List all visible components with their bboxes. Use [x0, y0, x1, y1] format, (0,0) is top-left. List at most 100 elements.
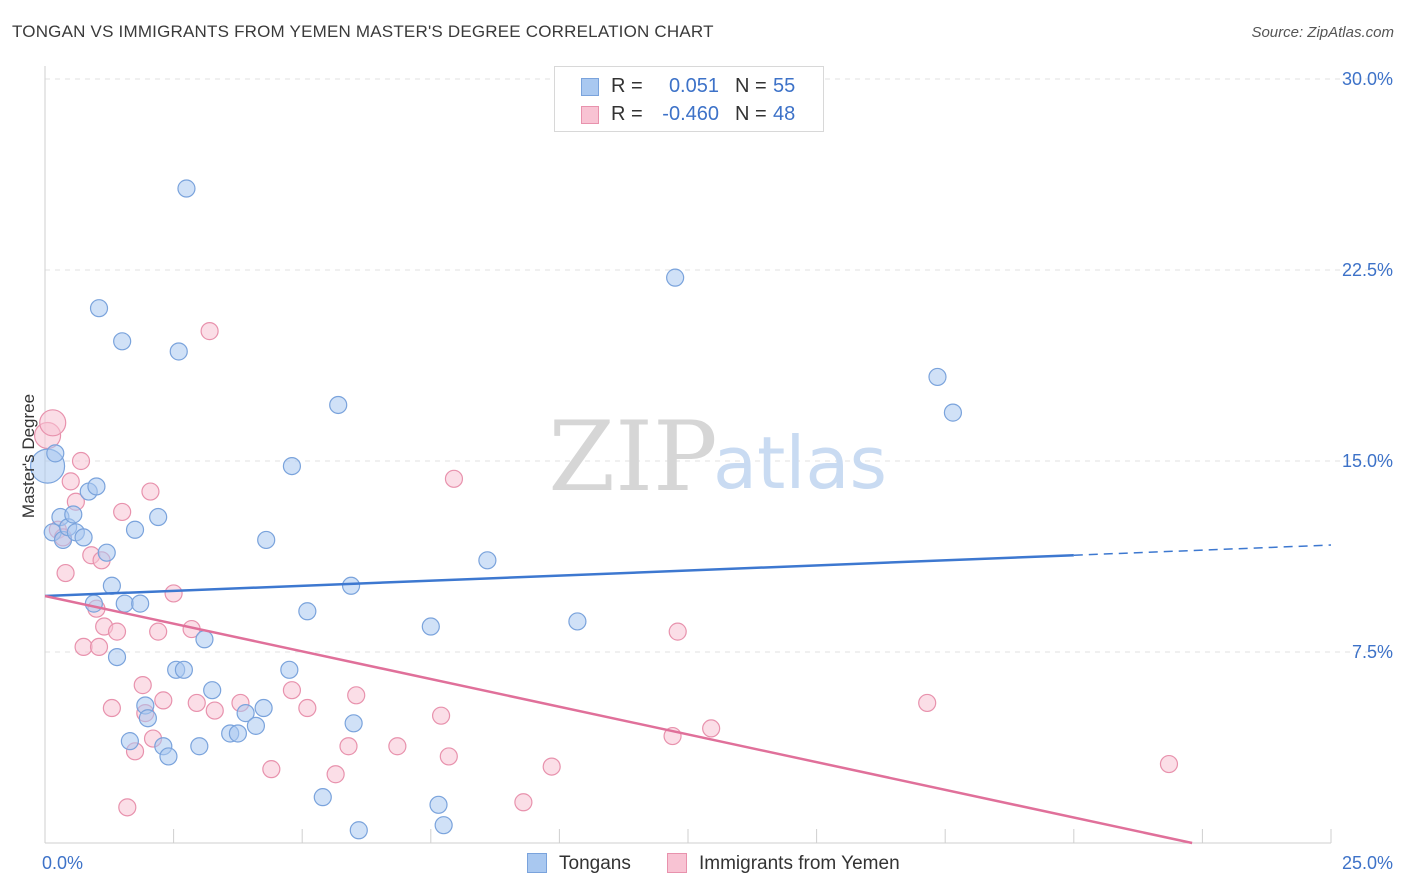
tongans-point — [177, 179, 196, 198]
tongans-point — [478, 551, 497, 570]
yemen-point — [918, 693, 937, 713]
yemen-point — [262, 760, 281, 779]
legend-label-yemen: Immigrants from Yemen — [699, 853, 900, 874]
legend-swatch-tongans — [527, 853, 547, 873]
tongans-trend-line — [44, 553, 1074, 598]
legend-swatch-yemen — [667, 853, 687, 873]
yemen-point — [107, 622, 127, 641]
yemen-point — [388, 737, 407, 756]
tongans-point — [74, 528, 93, 547]
trend-lines — [44, 544, 1332, 845]
series-tongans-points — [29, 179, 963, 840]
tongans-point — [298, 602, 317, 621]
tongans-point — [97, 543, 116, 562]
x-tick-label: 0.0% — [42, 853, 83, 873]
legend-r-label: R = — [611, 103, 643, 125]
x-tick-label: 25.0% — [1342, 853, 1393, 873]
tongans-point — [228, 724, 247, 743]
yemen-point — [205, 701, 224, 720]
tongans-point — [313, 788, 332, 807]
tongans-point — [257, 530, 276, 550]
yemen-point — [339, 737, 358, 756]
tongans-point — [568, 612, 587, 631]
tongans-point — [429, 795, 448, 814]
watermark-zip: ZIP — [548, 401, 717, 513]
tongans-point — [190, 737, 209, 756]
yemen-point — [133, 676, 152, 695]
watermark: ZIP atlas — [548, 401, 887, 513]
y-tick-label: 15.0% — [1342, 451, 1393, 471]
tongans-point — [349, 821, 368, 840]
legend-n-value: 55 — [773, 75, 796, 97]
legend-swatch-tongans — [581, 78, 599, 96]
legend-n-label: N = — [735, 103, 767, 125]
yemen-point — [71, 451, 91, 471]
yemen-point — [200, 322, 219, 341]
tongans-point — [115, 594, 134, 613]
yemen-point — [444, 469, 464, 488]
legend-swatch-yemen — [581, 106, 599, 124]
y-axis-label: Master's Degree — [19, 394, 38, 518]
tongans-point — [138, 709, 157, 728]
yemen-point — [431, 706, 451, 725]
legend-r-label: R = — [611, 75, 643, 97]
tongans-point — [282, 456, 302, 476]
legend-n-label: N = — [735, 75, 767, 97]
yemen-point — [439, 747, 458, 766]
grid-lines — [45, 78, 1394, 653]
yemen-point — [39, 409, 67, 437]
tongans-point — [236, 704, 255, 723]
tongans-point — [159, 747, 178, 766]
watermark-atlas: atlas — [713, 421, 887, 505]
yemen-point — [164, 584, 183, 603]
tongans-point — [434, 816, 453, 835]
tongans-point — [329, 395, 348, 415]
tick-labels: 7.5% 15.0% 22.5% 30.0% 0.0% 25.0% — [42, 69, 1393, 873]
yemen-point — [89, 637, 109, 657]
yemen-point — [542, 757, 561, 776]
tongans-point — [87, 477, 106, 496]
yemen-point — [149, 622, 168, 641]
series-yemen-points — [33, 322, 1179, 817]
tongans-point — [943, 403, 963, 422]
yemen-trend-line — [44, 594, 1193, 845]
yemen-point — [514, 793, 533, 812]
yemen-point — [1159, 754, 1179, 774]
tongans-point — [344, 714, 363, 733]
chart-title: TONGAN VS IMMIGRANTS FROM YEMEN MASTER'S… — [12, 22, 714, 41]
tongans-point — [195, 630, 214, 649]
tongans-point — [125, 520, 145, 539]
tongans-point — [84, 594, 103, 613]
yemen-point — [668, 622, 687, 641]
legend-label-tongans: Tongans — [559, 853, 631, 874]
y-tick-label: 22.5% — [1342, 260, 1393, 280]
chart-source: Source: ZipAtlas.com — [1251, 24, 1394, 41]
tongans-point — [107, 647, 127, 667]
tongans-trend-extension — [1073, 544, 1332, 556]
yemen-point — [347, 686, 366, 705]
tongans-point — [666, 268, 685, 287]
yemen-point — [187, 693, 206, 713]
tongans-point — [120, 732, 139, 751]
legend-n-value: 48 — [773, 103, 796, 125]
series-legend: Tongans Immigrants from Yemen — [0, 851, 1406, 879]
tongans-point — [174, 660, 193, 679]
tongans-point — [254, 698, 273, 718]
tongans-point — [246, 716, 266, 735]
tongans-point — [113, 332, 132, 351]
tongans-point — [203, 681, 222, 700]
tongans-point — [421, 617, 440, 636]
correlation-legend: R = 0.051 N = 55 R = -0.460 N = 48 — [554, 66, 824, 132]
yemen-point — [61, 472, 80, 491]
yemen-point — [102, 698, 121, 718]
legend-row-tongans: R = 0.051 N = 55 — [555, 71, 823, 101]
tongans-point — [169, 342, 188, 361]
tongans-point — [280, 660, 299, 679]
yemen-point — [74, 637, 93, 657]
yemen-point — [326, 765, 345, 784]
tongans-point — [149, 507, 168, 527]
y-tick-label: 7.5% — [1352, 642, 1393, 662]
yemen-point — [141, 482, 160, 501]
tongans-point — [46, 444, 65, 463]
